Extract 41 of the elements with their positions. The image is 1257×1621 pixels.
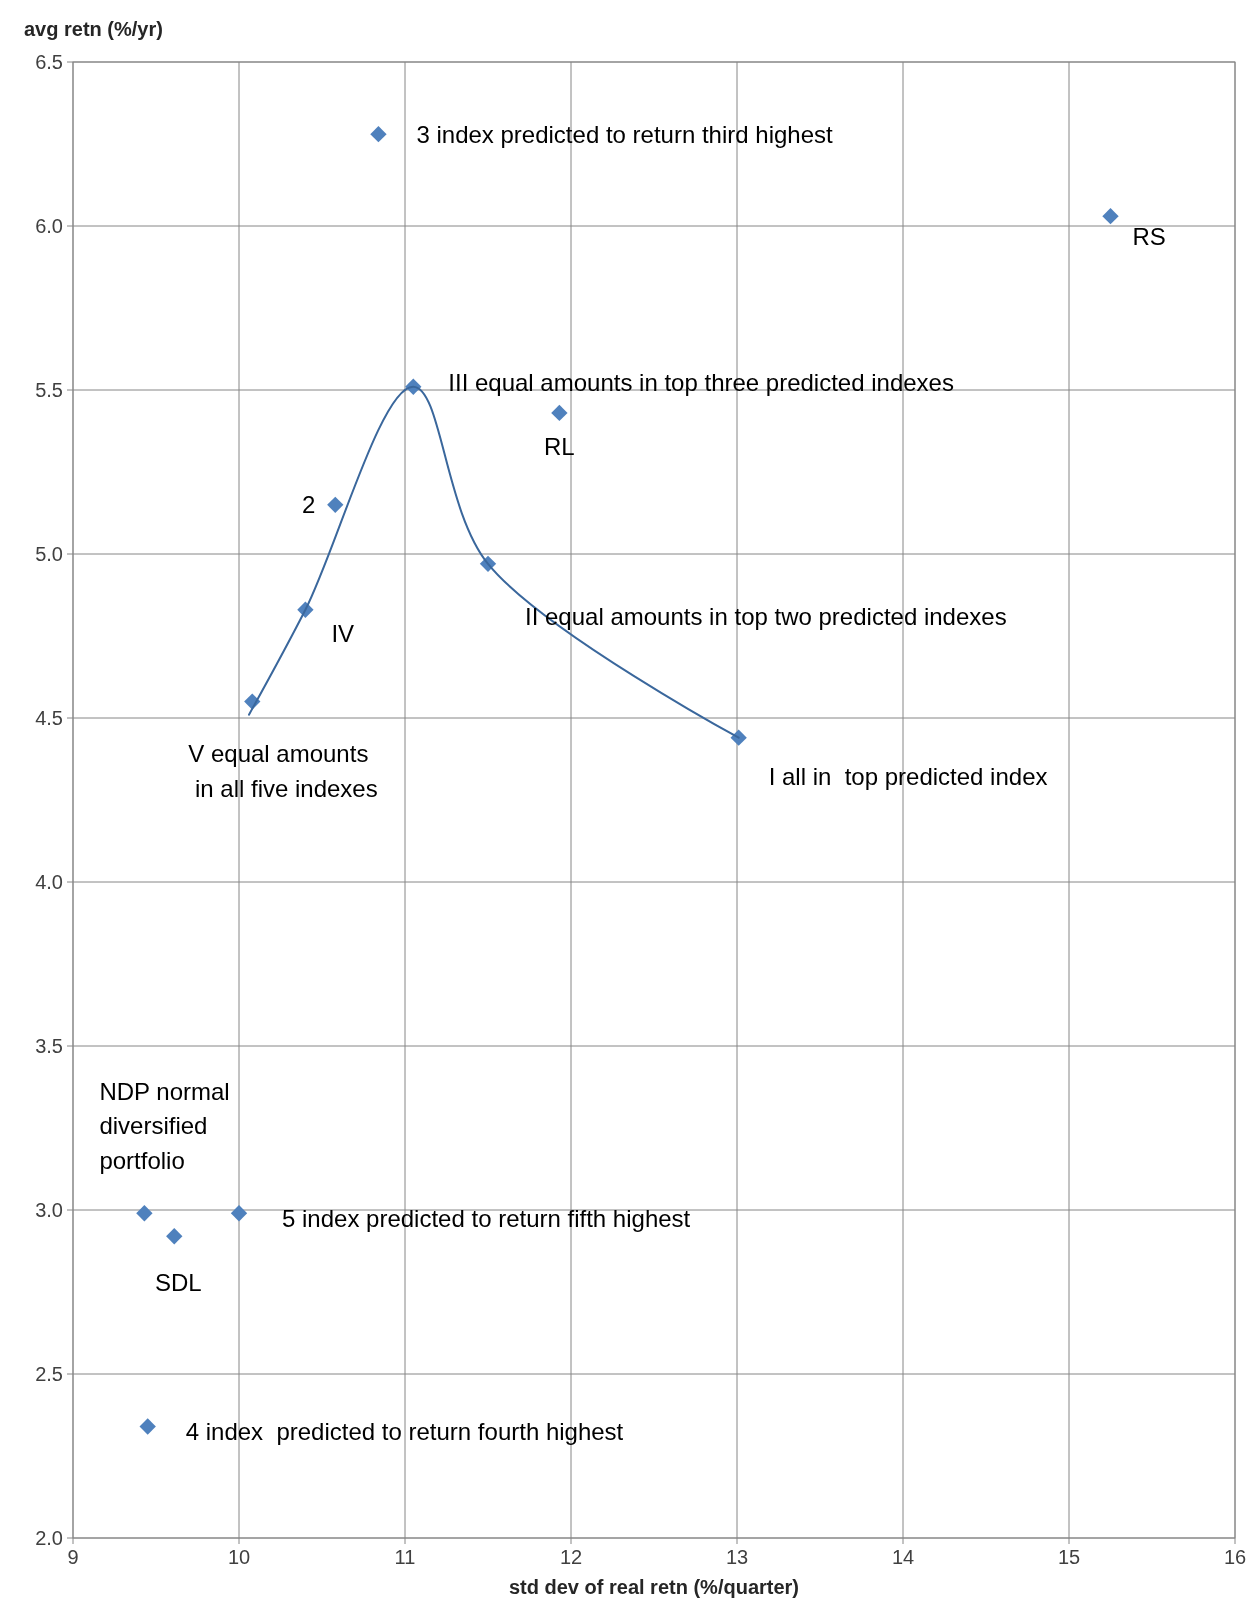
annotation: II equal amounts in top two predicted indexes <box>525 603 1007 631</box>
y-tick-label: 4.0 <box>35 871 63 893</box>
x-tick-label: 10 <box>227 1546 251 1568</box>
annotation: V equal amounts in all five indexes <box>188 740 378 802</box>
annotation: 5 index predicted to return fifth highest <box>282 1204 691 1232</box>
annotation: RL <box>544 433 575 461</box>
x-tick-label: 12 <box>559 1546 583 1568</box>
annotation: IV <box>331 620 355 648</box>
annotation: III equal amounts in top three predicted indexes <box>448 369 954 397</box>
y-axis-title: avg retn (%/yr) <box>24 18 163 40</box>
point <box>1102 208 1119 225</box>
annotation: SDL <box>154 1268 202 1296</box>
annotation: 4 index predicted to return fourth highest <box>185 1417 624 1445</box>
x-axis-title: std dev of real retn (%/quarter) <box>508 1576 800 1598</box>
y-tick-label: 3.5 <box>35 1035 63 1057</box>
point <box>136 1205 153 1222</box>
annotation: RS <box>1132 222 1166 250</box>
y-tick-label: 6.5 <box>35 51 63 73</box>
point <box>230 1205 248 1222</box>
point <box>166 1228 183 1245</box>
x-tick-label: 11 <box>394 1546 416 1568</box>
x-tick-label: 9 <box>67 1546 79 1568</box>
x-tick-label: 14 <box>891 1546 915 1568</box>
point <box>327 496 344 513</box>
point <box>551 404 568 422</box>
x-tick-label: 15 <box>1057 1546 1081 1568</box>
y-tick-label: 5.5 <box>35 379 63 401</box>
y-tick-label: 3.0 <box>35 1199 63 1221</box>
annotation: 2 <box>301 491 316 519</box>
annotation: NDP normal diversified portfolio <box>99 1077 230 1175</box>
x-tick-label: 13 <box>725 1546 749 1568</box>
x-tick-label: 16 <box>1223 1546 1247 1568</box>
y-tick-label: 6.0 <box>35 215 63 237</box>
y-tick-label: 5.0 <box>35 543 63 565</box>
point <box>370 126 387 143</box>
y-tick-label: 2.5 <box>35 1363 63 1385</box>
y-tick-label: 2.0 <box>35 1527 63 1549</box>
y-tick-label: 4.5 <box>35 707 63 729</box>
point <box>139 1418 156 1435</box>
annotation: 3 index predicted to return third highest <box>416 120 834 148</box>
annotation: I all in top predicted index <box>768 763 1048 791</box>
